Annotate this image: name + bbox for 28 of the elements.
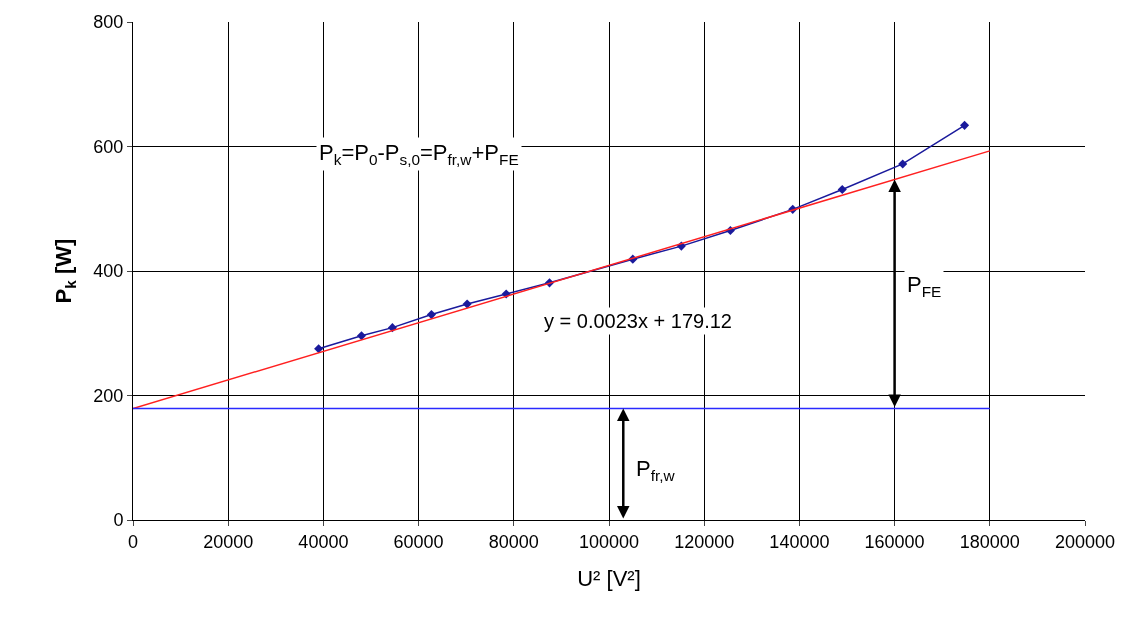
text: P$_{k}$=P$_{0}$-P$_{s,0}$=P$_{fr,w}$+P$_{FE}$ — [319, 140, 519, 168]
annotation: P$_{fr,w}$ — [636, 456, 676, 484]
x-tick-label: 0 — [127, 531, 139, 552]
x-tick-label: 140000 — [769, 531, 830, 552]
point — [356, 331, 367, 341]
x-tick-label: 200000 — [1054, 531, 1116, 552]
x-axis-title: U² [V²] — [577, 566, 641, 592]
x-tick-label: 60000 — [393, 531, 444, 552]
point — [462, 299, 472, 309]
x-tick-label: 40000 — [298, 531, 349, 552]
x-tick-label: 120000 — [674, 531, 735, 552]
point — [898, 159, 908, 169]
y-tick-label: 800 — [93, 12, 124, 33]
x-tick-label: 160000 — [864, 531, 925, 552]
y-tick-label: 600 — [93, 136, 124, 157]
x-tick-label: 80000 — [488, 531, 539, 552]
y-tick-label: 400 — [93, 261, 124, 282]
y-tick-label: 0 — [113, 510, 124, 531]
annotation: y = 0.0023x + 179.12 — [544, 310, 732, 332]
point — [837, 184, 847, 194]
x-tick-label: 180000 — [959, 531, 1020, 552]
x-tick-label: 100000 — [578, 531, 640, 552]
point — [426, 310, 436, 320]
point — [314, 344, 324, 354]
y-tick-label: 200 — [93, 385, 124, 406]
point — [960, 120, 970, 130]
x-tick-label: 20000 — [203, 531, 254, 552]
annotation: P$_{FE}$ — [907, 272, 942, 300]
